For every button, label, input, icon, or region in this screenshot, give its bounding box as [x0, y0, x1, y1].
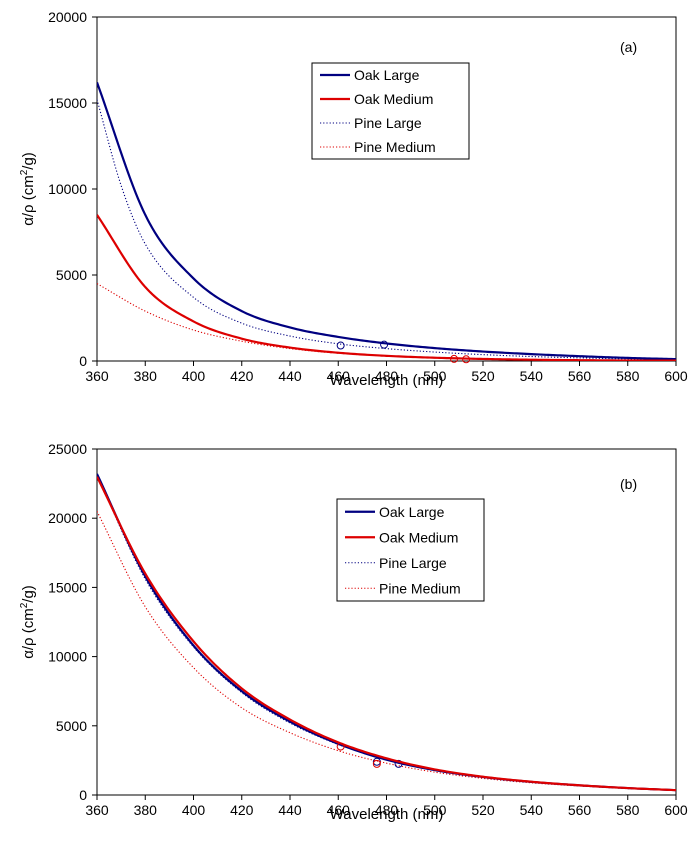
x-tick-label: 540: [520, 368, 544, 384]
series-marker-pine-large: [336, 341, 345, 350]
x-tick-label: 460: [327, 802, 351, 818]
x-tick-label: 480: [375, 802, 399, 818]
x-tick-label: 360: [85, 368, 109, 384]
y-tick-label: 20000: [48, 510, 87, 526]
x-tick-label: 520: [471, 802, 495, 818]
series-marker-pine-medium: [372, 759, 381, 768]
series-line-pine-large: [97, 99, 676, 361]
legend: Oak Large Oak Medium Pine Large Pine Medium: [336, 498, 485, 602]
y-tick-label: 10000: [48, 181, 87, 197]
x-tick-label: 420: [230, 802, 254, 818]
y-tick-label: 25000: [48, 441, 87, 457]
y-axis-label: α/ρ (cm2/g): [19, 585, 37, 659]
series-marker-oak-medium: [450, 354, 459, 363]
panel-label: (b): [620, 476, 637, 492]
x-tick-label: 460: [327, 368, 351, 384]
x-tick-label: 500: [423, 368, 447, 384]
y-tick-label: 15000: [48, 95, 87, 111]
y-tick-label: 20000: [48, 9, 87, 25]
x-tick-label: 600: [664, 368, 688, 384]
series-line-oak-medium: [97, 476, 676, 792]
x-tick-label: 400: [182, 368, 206, 384]
legend-label: Pine Medium: [354, 139, 436, 155]
x-tick-label: 380: [134, 802, 158, 818]
y-tick-label: 15000: [48, 579, 87, 595]
legend-label: Oak Large: [354, 67, 420, 83]
x-tick-label: 580: [616, 802, 640, 818]
x-tick-label: 520: [471, 368, 495, 384]
legend-box: [336, 498, 485, 602]
x-tick-label: 560: [568, 368, 592, 384]
series-marker-oak-large: [380, 340, 389, 349]
legend-label: Pine Medium: [379, 580, 461, 596]
legend: Oak Large Oak Medium Pine Large Pine Medium: [311, 62, 470, 160]
x-tick-label: 480: [375, 368, 399, 384]
y-axis-label: α/ρ (cm2/g): [19, 152, 37, 226]
panel-label: (a): [620, 39, 637, 55]
x-tick-label: 540: [520, 802, 544, 818]
chart-panel-b: 0 5000 10000 15000 20000 25000 360 380 400 420 440…: [19, 441, 688, 823]
series-line-pine-medium: [97, 511, 676, 791]
x-tick-label: 500: [423, 802, 447, 818]
x-tick-label: 400: [182, 802, 206, 818]
x-tick-label: 600: [664, 802, 688, 818]
chart-panel-a: 0 5000 10000 15000 20000 360 380 400 420 440 460 48…: [19, 9, 688, 389]
x-tick-label: 380: [134, 368, 158, 384]
series-marker-oak-large: [394, 759, 403, 768]
legend-box: [311, 62, 470, 160]
legend-label: Oak Medium: [354, 91, 433, 107]
series-line-pine-medium: [97, 283, 676, 361]
legend-label: Oak Medium: [379, 529, 458, 545]
y-tick-label: 0: [79, 353, 87, 369]
x-tick-label: 440: [278, 368, 302, 384]
legend-label: Pine Large: [354, 115, 422, 131]
x-axis-label: Wavelength (nm): [330, 806, 444, 823]
y-tick-label: 5000: [56, 718, 87, 734]
x-tick-label: 560: [568, 802, 592, 818]
x-tick-label: 360: [85, 802, 109, 818]
legend-label: Oak Large: [379, 504, 445, 520]
y-tick-label: 10000: [48, 649, 87, 665]
x-tick-label: 580: [616, 368, 640, 384]
legend-label: Pine Large: [379, 555, 447, 571]
x-tick-label: 440: [278, 802, 302, 818]
y-tick-label: 0: [79, 787, 87, 803]
series-line-oak-medium: [97, 214, 676, 361]
x-axis-label: Wavelength (nm): [330, 372, 444, 389]
x-tick-label: 420: [230, 368, 254, 384]
series-line-oak-large: [97, 81, 676, 361]
y-tick-label: 5000: [56, 267, 87, 283]
series-marker-oak-medium: [336, 742, 345, 751]
